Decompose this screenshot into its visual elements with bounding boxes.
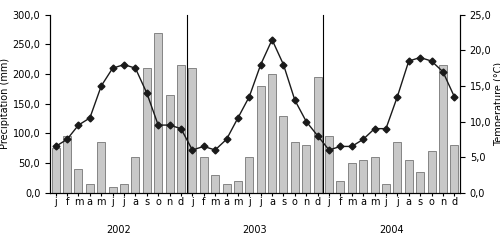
Bar bbox=[394, 142, 402, 193]
Text: 2003: 2003 bbox=[242, 225, 268, 235]
Bar bbox=[200, 157, 207, 193]
Bar bbox=[132, 157, 140, 193]
Bar bbox=[98, 142, 105, 193]
Bar bbox=[63, 136, 71, 193]
Y-axis label: Precipitation (mm): Precipitation (mm) bbox=[0, 58, 10, 149]
Bar bbox=[314, 77, 322, 193]
Bar bbox=[291, 142, 299, 193]
Y-axis label: Temperature (°C): Temperature (°C) bbox=[494, 62, 500, 146]
Bar bbox=[86, 184, 94, 193]
Text: 2002: 2002 bbox=[106, 225, 130, 235]
Bar bbox=[302, 145, 310, 193]
Bar bbox=[416, 172, 424, 193]
Bar bbox=[405, 160, 412, 193]
Bar bbox=[211, 175, 219, 193]
Bar bbox=[370, 157, 378, 193]
Bar bbox=[336, 181, 344, 193]
Bar bbox=[246, 157, 254, 193]
Bar bbox=[154, 33, 162, 193]
Bar bbox=[166, 95, 173, 193]
Bar bbox=[280, 116, 287, 193]
Bar bbox=[177, 65, 185, 193]
Bar bbox=[325, 136, 333, 193]
Bar bbox=[428, 151, 436, 193]
Bar bbox=[268, 74, 276, 193]
Bar bbox=[222, 184, 230, 193]
Bar bbox=[52, 148, 60, 193]
Bar bbox=[348, 163, 356, 193]
Bar bbox=[74, 169, 82, 193]
Bar bbox=[188, 68, 196, 193]
Bar bbox=[108, 187, 116, 193]
Bar bbox=[256, 86, 264, 193]
Bar bbox=[143, 68, 151, 193]
Bar bbox=[120, 184, 128, 193]
Text: 2004: 2004 bbox=[380, 225, 404, 235]
Bar bbox=[234, 181, 242, 193]
Bar bbox=[439, 65, 447, 193]
Bar bbox=[382, 184, 390, 193]
Bar bbox=[450, 145, 458, 193]
Bar bbox=[359, 160, 367, 193]
